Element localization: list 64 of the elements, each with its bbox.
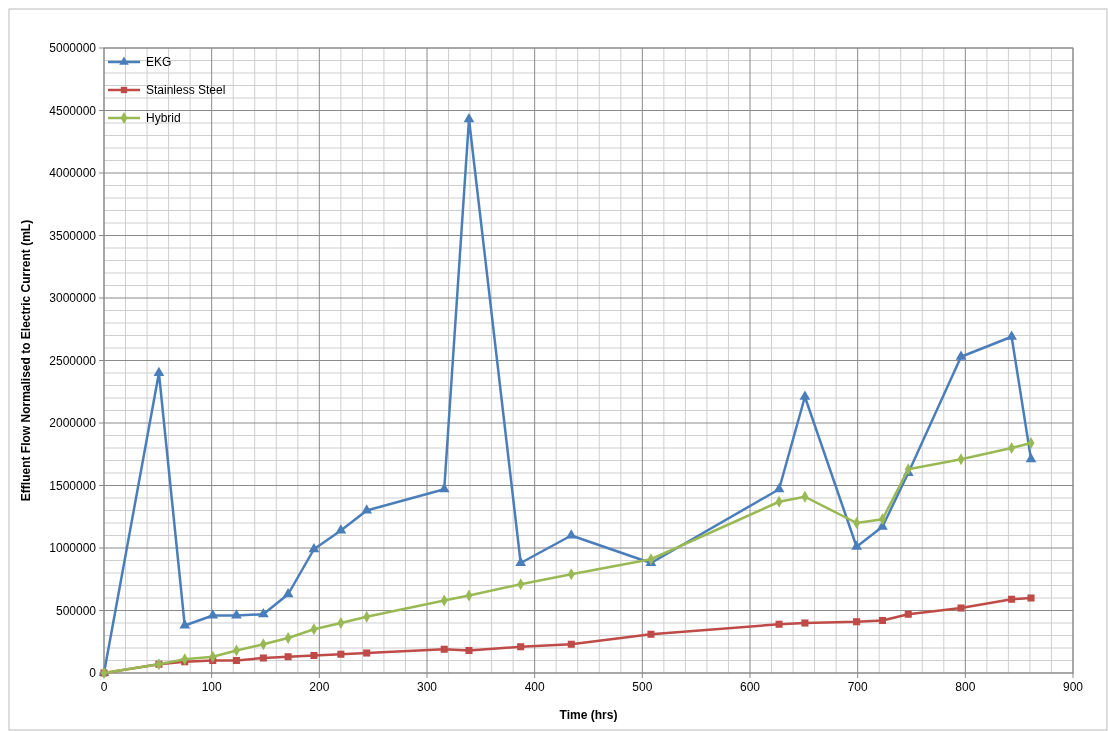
point: [1006, 330, 1017, 340]
x-tick-label: 500: [632, 680, 653, 694]
point: [361, 504, 373, 514]
x-tick-label: 0: [100, 680, 108, 694]
y-tick-label: 3500000: [49, 228, 97, 243]
x-tick-label: 300: [416, 680, 438, 694]
x-tick-label: 600: [739, 680, 761, 694]
y-tick-label: 4000000: [49, 166, 97, 180]
point: [775, 620, 783, 628]
y-tick-label: 0: [89, 666, 97, 680]
point: [463, 113, 475, 123]
y-tick-label: 5000000: [49, 41, 97, 55]
point: [231, 609, 242, 619]
point: [207, 609, 219, 619]
point: [259, 654, 267, 662]
y-tick-label: 2000000: [49, 416, 97, 430]
point: [801, 619, 809, 627]
legend-label: EKG: [146, 55, 172, 69]
point: [517, 643, 525, 651]
x-tick-label: 900: [1062, 680, 1084, 694]
point: [1027, 594, 1035, 602]
x-tick-label: 800: [955, 680, 976, 694]
legend-label: Stainless Steel: [146, 83, 226, 97]
y-axis-title: Effluent Flow Normalised to Electric Current (mL): [19, 219, 33, 502]
point: [957, 604, 965, 612]
point: [567, 640, 575, 648]
point: [284, 653, 292, 661]
point: [773, 483, 785, 493]
point: [153, 366, 165, 377]
point: [799, 390, 811, 400]
point: [308, 543, 320, 553]
point: [853, 618, 861, 626]
point: [851, 540, 862, 550]
point: [257, 608, 269, 618]
point: [363, 649, 371, 657]
y-tick-label: 2500000: [49, 353, 97, 368]
legend-label: Hybrid: [146, 111, 181, 125]
point: [232, 656, 240, 665]
point: [310, 651, 318, 660]
x-tick-label: 100: [201, 680, 222, 694]
point: [515, 556, 527, 567]
y-tick-label: 1500000: [49, 478, 97, 493]
y-tick-label: 1000000: [49, 541, 97, 555]
point: [955, 350, 967, 360]
point: [465, 646, 473, 655]
point: [1008, 595, 1016, 603]
y-tick-label: 4500000: [49, 103, 97, 118]
point: [904, 610, 912, 618]
y-tick-label: 3000000: [49, 291, 97, 305]
x-tick-label: 700: [847, 680, 868, 694]
point: [878, 616, 886, 625]
point: [565, 529, 577, 539]
point: [179, 619, 191, 629]
x-tick-label: 400: [524, 680, 545, 694]
point: [440, 645, 448, 653]
point: [282, 588, 294, 598]
x-axis-title: Time (hrs): [559, 708, 618, 722]
point: [1025, 453, 1037, 463]
point: [335, 524, 347, 534]
x-tick-label: 200: [309, 680, 330, 694]
point: [647, 630, 655, 638]
point: [438, 483, 450, 493]
point: [337, 650, 345, 658]
y-tick-label: 500000: [55, 603, 97, 618]
